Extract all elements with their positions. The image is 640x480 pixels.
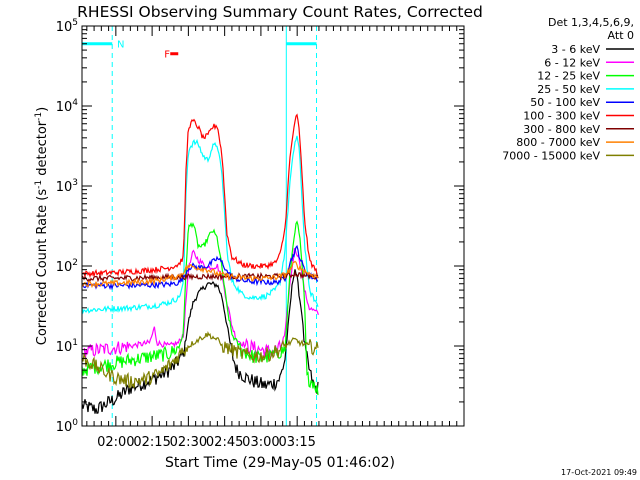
x-tick-label-6: 03:15: [278, 435, 315, 450]
x-tick-label-1: 02:00: [97, 435, 134, 450]
x-tick-label-3: 02:30: [170, 435, 207, 450]
x-axis-label: Start Time (29-May-05 01:46:02): [165, 455, 395, 471]
legend-label-7000-15000-kev: 7000 - 15000 keV: [502, 149, 600, 162]
legend-label-25-50-kev: 25 - 50 keV: [537, 83, 600, 96]
x-tick-label-2: 02:15: [133, 435, 170, 450]
legend-label-100-300-kev: 100 - 300 keV: [523, 110, 600, 123]
legend-label-6-12-kev: 6 - 12 keV: [544, 56, 600, 69]
y-tick-label-5: 104: [56, 98, 79, 115]
y-tick-label-1: 100: [56, 418, 79, 435]
x-tick-label-4: 02:45: [206, 435, 243, 450]
flag-bar-label-1: N: [117, 40, 124, 51]
plot-content: NF: [81, 26, 319, 426]
y-tick-label-4: 103: [56, 178, 78, 195]
series-line-3-6-kev: [81, 269, 319, 414]
x-tick-label-5: 03:00: [242, 435, 279, 450]
legend-header-line-1: Det 1,3,4,5,6,9,: [548, 16, 634, 29]
legend-label-12-25-kev: 12 - 25 keV: [537, 70, 600, 83]
y-tick-label-3: 102: [56, 258, 78, 275]
y-axis: 100 101 102 103 104 105: [56, 18, 464, 435]
chart-title: RHESSI Observing Summary Count Rates, Co…: [77, 3, 483, 21]
series-line-100-300-kev: [81, 113, 319, 279]
legend-label-300-800-kev: 300 - 800 keV: [523, 123, 600, 136]
flag-marker-label-1: F: [164, 50, 170, 61]
legend-label-3-6-kev: 3 - 6 keV: [551, 43, 600, 56]
series-line-12-25-kev: [81, 220, 319, 396]
series-line-6-12-kev: [83, 247, 319, 359]
legend-header-line-2: Att 0: [608, 29, 634, 42]
y-tick-label-6: 105: [56, 18, 78, 35]
footer-timestamp: 17-Oct-2021 09:49: [561, 468, 637, 477]
y-axis-label: Corrected Count Rate (s-1 detector-1): [34, 107, 50, 345]
series-line-25-50-kev: [81, 135, 319, 315]
series-line-7000-15000-kev: [81, 331, 319, 389]
legend-label-50-100-kev: 50 - 100 keV: [530, 96, 600, 109]
legend-label-800-7000-kev: 800 - 7000 keV: [516, 136, 600, 149]
plot-frame: [81, 25, 465, 427]
series-line-800-7000-kev: [81, 260, 319, 289]
y-tick-label-2: 101: [56, 338, 78, 355]
